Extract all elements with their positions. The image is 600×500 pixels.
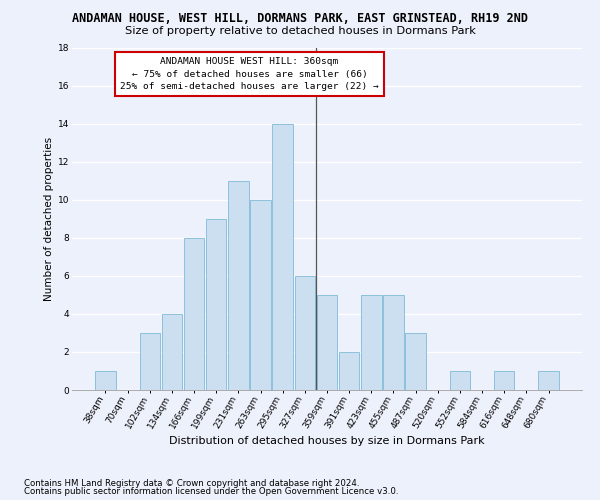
Bar: [450, 371, 470, 390]
Bar: [339, 352, 359, 390]
Bar: [95, 371, 116, 390]
Text: ANDAMAN HOUSE WEST HILL: 360sqm
← 75% of detached houses are smaller (66)
25% of: ANDAMAN HOUSE WEST HILL: 360sqm ← 75% of…: [120, 57, 379, 91]
Bar: [184, 238, 204, 390]
Bar: [361, 295, 382, 390]
Bar: [406, 333, 426, 390]
Text: Contains public sector information licensed under the Open Government Licence v3: Contains public sector information licen…: [24, 488, 398, 496]
Bar: [228, 180, 248, 390]
Text: ANDAMAN HOUSE, WEST HILL, DORMANS PARK, EAST GRINSTEAD, RH19 2ND: ANDAMAN HOUSE, WEST HILL, DORMANS PARK, …: [72, 12, 528, 24]
Text: Contains HM Land Registry data © Crown copyright and database right 2024.: Contains HM Land Registry data © Crown c…: [24, 478, 359, 488]
Bar: [161, 314, 182, 390]
Bar: [494, 371, 514, 390]
Bar: [140, 333, 160, 390]
X-axis label: Distribution of detached houses by size in Dormans Park: Distribution of detached houses by size …: [169, 436, 485, 446]
Text: Size of property relative to detached houses in Dormans Park: Size of property relative to detached ho…: [125, 26, 475, 36]
Bar: [317, 295, 337, 390]
Bar: [206, 219, 226, 390]
Bar: [383, 295, 404, 390]
Bar: [272, 124, 293, 390]
Bar: [250, 200, 271, 390]
Bar: [295, 276, 315, 390]
Y-axis label: Number of detached properties: Number of detached properties: [44, 136, 53, 301]
Bar: [538, 371, 559, 390]
